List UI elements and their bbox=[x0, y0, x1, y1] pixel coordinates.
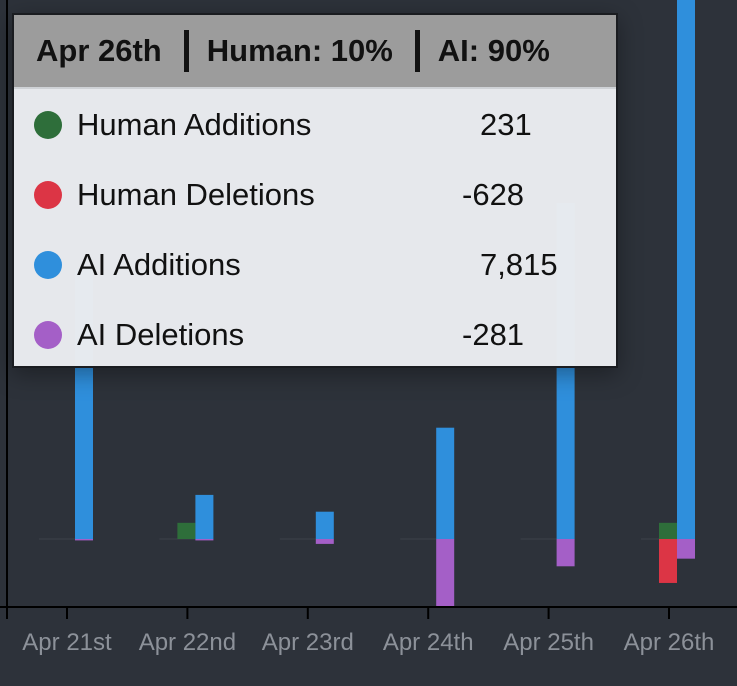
blue-dot-icon bbox=[34, 251, 62, 279]
row-value: 7,815 bbox=[480, 247, 558, 282]
green-dot-icon bbox=[34, 111, 62, 139]
bar-ai-additions bbox=[436, 427, 455, 539]
x-tick-label: Apr 23rd bbox=[262, 629, 354, 656]
row-value: -281 bbox=[462, 317, 525, 352]
tooltip-ai-share: AI: 90% bbox=[437, 33, 550, 68]
row-value: 231 bbox=[480, 107, 532, 142]
bar-ai-additions bbox=[677, 0, 695, 539]
bar-ai-deletions bbox=[677, 539, 695, 559]
bar-ai-deletions bbox=[195, 539, 214, 541]
bar-human-additions bbox=[659, 522, 677, 539]
row-label: AI Additions bbox=[77, 247, 241, 282]
bar-ai-deletions bbox=[436, 539, 455, 607]
tooltip-date: Apr 26th bbox=[36, 33, 162, 68]
x-tick-label: Apr 22nd bbox=[139, 629, 236, 656]
row-label: Human Additions bbox=[77, 107, 312, 142]
row-value: -628 bbox=[462, 177, 525, 212]
red-dot-icon bbox=[34, 181, 62, 209]
tooltip-human-share: Human: 10% bbox=[206, 33, 393, 68]
row-label: Human Deletions bbox=[77, 177, 315, 212]
bar-ai-deletions bbox=[556, 539, 575, 567]
bar-human-deletions bbox=[659, 539, 677, 583]
bar-ai-additions bbox=[195, 494, 214, 539]
header-separator bbox=[414, 30, 420, 72]
tooltip-header: Apr 26th Human: 10% AI: 90% bbox=[14, 15, 616, 89]
bar-ai-deletions bbox=[75, 539, 93, 541]
hover-tooltip: Apr 26th Human: 10% AI: 90% Human Additi… bbox=[12, 13, 618, 368]
purple-dot-icon bbox=[34, 321, 62, 349]
x-tick-label: Apr 25th bbox=[503, 629, 594, 656]
x-tick-label: Apr 21st bbox=[22, 629, 112, 656]
row-label: AI Deletions bbox=[77, 317, 245, 352]
bar-ai-additions bbox=[315, 511, 334, 539]
bar-human-additions bbox=[177, 522, 196, 539]
header-separator bbox=[183, 30, 189, 72]
x-tick-label: Apr 24th bbox=[383, 629, 474, 656]
x-tick-label: Apr 26th bbox=[624, 629, 715, 656]
bar-ai-deletions bbox=[315, 539, 334, 544]
